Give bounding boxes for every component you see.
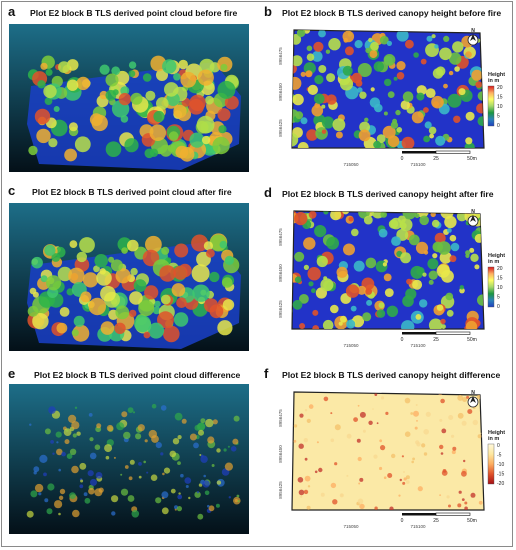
scale-bar-label: 50m bbox=[467, 156, 477, 162]
panel-b-canopy-height-map: 8956475 8956450 8956425 715050 715100 0 25 50m N… bbox=[278, 28, 505, 167]
legend-tick-label: 20 bbox=[497, 266, 503, 272]
legend-tick-label: -5 bbox=[497, 453, 502, 459]
legend-tick-label: 20 bbox=[497, 85, 503, 91]
legend-tick-label: 0 bbox=[497, 123, 500, 129]
legend-subtitle: in m bbox=[488, 78, 499, 84]
legend-tick-label: 15 bbox=[497, 276, 503, 282]
north-label: N bbox=[471, 28, 475, 34]
map-x-tick-label: 715050 bbox=[343, 524, 359, 529]
legend-tick-label: -15 bbox=[497, 472, 504, 478]
map-y-tick-label: 8956425 bbox=[278, 119, 283, 137]
legend-tick-label: 5 bbox=[497, 114, 500, 120]
panel-d-canopy-height-map: 8956475 8956450 8956425 715050 715100 0 25 50m N… bbox=[278, 209, 505, 348]
legend-tick-label: 10 bbox=[497, 285, 503, 291]
scale-bar-label: 0 bbox=[401, 156, 404, 162]
panel-f-canopy-height-difference-map: 8956475 8956450 8956425 715050 715100 0 25 50m N… bbox=[278, 390, 505, 529]
scale-bar-label: 25 bbox=[433, 337, 439, 343]
panel-e-title: Plot E2 block B TLS derived point cloud … bbox=[34, 370, 241, 380]
legend-title: Height bbox=[488, 72, 505, 78]
legend-tick-label: 10 bbox=[497, 104, 503, 110]
panel-e-point-cloud-difference bbox=[9, 384, 249, 534]
map-y-tick-label: 8956450 bbox=[278, 445, 283, 463]
panel-c-title: Plot E2 block B TLS derived point cloud … bbox=[32, 187, 232, 197]
panel-a-title: Plot E2 block B TLS derived point cloud … bbox=[30, 8, 238, 18]
legend-subtitle: in m bbox=[488, 436, 499, 442]
panel-f-title: Plot E2 block B TLS derived canopy heigh… bbox=[282, 370, 501, 380]
legend-subtitle: in m bbox=[488, 259, 499, 265]
panel-d-title: Plot E2 block B TLS derived canopy heigh… bbox=[282, 189, 494, 199]
panel-b-title: Plot E2 block B TLS derived canopy heigh… bbox=[282, 8, 502, 18]
legend-tick-label: -10 bbox=[497, 462, 504, 468]
panel-b-letter: b bbox=[264, 4, 272, 19]
north-label: N bbox=[471, 209, 475, 215]
map-x-tick-label: 715100 bbox=[410, 162, 426, 167]
scale-bar-label: 50m bbox=[467, 337, 477, 343]
scale-bar-label: 25 bbox=[433, 518, 439, 524]
panel-a-letter: a bbox=[8, 4, 16, 19]
legend-tick-label: 5 bbox=[497, 295, 500, 301]
north-arrow-icon bbox=[467, 215, 479, 227]
map-y-tick-label: 8956425 bbox=[278, 481, 283, 499]
north-arrow-icon bbox=[467, 396, 479, 408]
legend-tick-label: 15 bbox=[497, 95, 503, 101]
panel-d-letter: d bbox=[264, 185, 272, 200]
legend-title: Height bbox=[488, 253, 505, 259]
panel-c-point-cloud bbox=[9, 203, 249, 351]
panel-e-letter: e bbox=[8, 366, 16, 381]
scale-bar-label: 0 bbox=[401, 337, 404, 343]
legend-color-bar bbox=[487, 85, 495, 127]
map-y-tick-label: 8956475 bbox=[278, 228, 283, 246]
legend-color-bar bbox=[487, 443, 495, 485]
panel-f-letter: f bbox=[264, 366, 269, 381]
north-label: N bbox=[471, 390, 475, 396]
map-y-tick-label: 8956475 bbox=[278, 47, 283, 65]
map-y-tick-label: 8956475 bbox=[278, 409, 283, 427]
map-x-tick-label: 715050 bbox=[343, 343, 359, 348]
scale-bar bbox=[402, 150, 471, 154]
map-x-tick-label: 715050 bbox=[343, 162, 359, 167]
legend-tick-label: 0 bbox=[497, 304, 500, 310]
legend-tick-label: 0 bbox=[497, 443, 500, 449]
panel-c-letter: c bbox=[8, 183, 16, 198]
map-y-tick-label: 8956425 bbox=[278, 300, 283, 318]
map-y-tick-label: 8956450 bbox=[278, 264, 283, 282]
scale-bar-label: 0 bbox=[401, 518, 404, 524]
map-x-tick-label: 715100 bbox=[410, 524, 426, 529]
map-x-tick-label: 715100 bbox=[410, 343, 426, 348]
scale-bar-label: 50m bbox=[467, 518, 477, 524]
legend-title: Height bbox=[488, 430, 505, 436]
map-y-tick-label: 8956450 bbox=[278, 83, 283, 101]
scale-bar bbox=[402, 512, 471, 516]
legend-color-bar bbox=[487, 266, 495, 308]
scale-bar bbox=[402, 331, 471, 335]
north-arrow-icon bbox=[467, 34, 479, 46]
legend-tick-label: -20 bbox=[497, 481, 504, 487]
panel-a-point-cloud bbox=[9, 24, 249, 172]
scale-bar-label: 25 bbox=[433, 156, 439, 162]
